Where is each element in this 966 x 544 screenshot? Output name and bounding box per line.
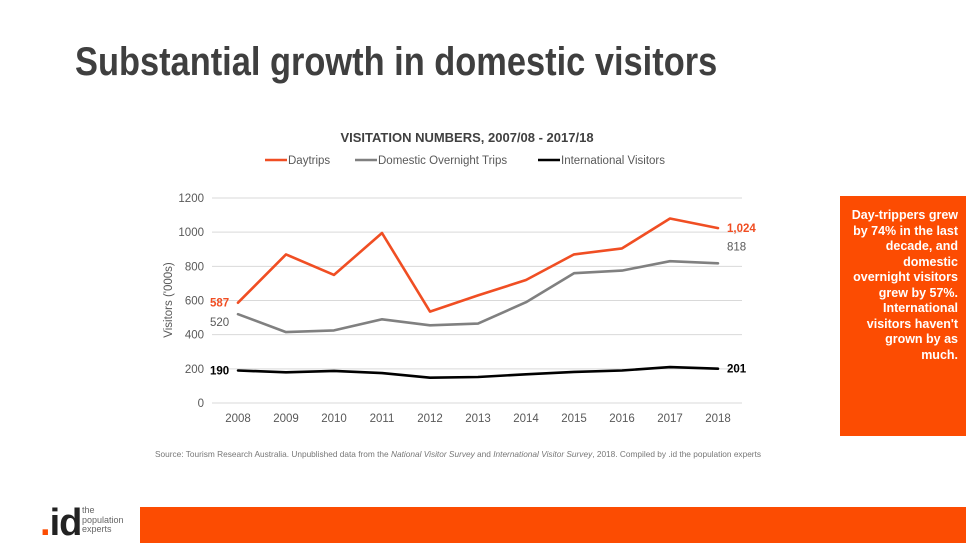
legend-label-domestic: Domestic Overnight Trips (378, 155, 507, 167)
legend-label-international: International Visitors (561, 155, 665, 167)
x-tick-label-2014: 2014 (513, 413, 539, 425)
logo-line-1: the (82, 505, 95, 515)
logo-line-3: experts (82, 524, 112, 534)
logo-tagline: the population experts (82, 505, 124, 535)
series-line-domestic (236, 259, 720, 334)
chart-title: VISITATION NUMBERS, 2007/08 - 2017/18 (340, 130, 593, 145)
x-tick-label-2015: 2015 (561, 413, 587, 425)
source-prefix: Source: Tourism Research Australia. Unpu… (155, 449, 391, 459)
y-tick-label-1200: 1200 (178, 193, 204, 205)
source-note: Source: Tourism Research Australia. Unpu… (155, 449, 761, 459)
y-tick-label-400: 400 (185, 330, 204, 342)
footer-bar (140, 507, 966, 543)
callout-box: Day-trippers grew by 74% in the last dec… (840, 196, 966, 436)
logo-mark-text: id (49, 502, 83, 544)
data-label-international-2018: 201 (727, 364, 747, 376)
data-label-international-2008: 190 (210, 366, 229, 378)
data-label-domestic-2018: 818 (727, 241, 746, 253)
data-label-domestic-2008: 520 (210, 317, 229, 329)
x-tick-label-2013: 2013 (465, 413, 491, 425)
y-tick-label-0: 0 (198, 398, 204, 410)
slide-title: Substantial growth in domestic visitors (75, 40, 718, 84)
series-line-daytrips (236, 217, 720, 313)
y-tick-label-800: 800 (185, 261, 204, 273)
y-tick-label-200: 200 (185, 364, 204, 376)
source-survey-2: International Visitor Survey (493, 449, 593, 459)
series-line-international (236, 365, 720, 380)
logo-mark: .id (40, 502, 83, 544)
source-suffix: , 2018. Compiled by .id the population e… (592, 449, 762, 459)
x-tick-label-2008: 2008 (225, 413, 251, 425)
x-tick-label-2010: 2010 (321, 413, 347, 425)
data-label-daytrips-2008: 587 (210, 298, 229, 310)
x-tick-label-2018: 2018 (705, 413, 731, 425)
logo-line-2: population (82, 514, 124, 525)
logo-dot: . (40, 502, 51, 544)
y-axis-label: Visitors ('000s) (163, 262, 175, 338)
x-tick-label-2016: 2016 (609, 413, 635, 425)
x-tick-label-2011: 2011 (370, 413, 395, 425)
legend-label-daytrips: Daytrips (288, 155, 330, 167)
x-tick-label-2017: 2017 (657, 413, 683, 425)
x-tick-label-2009: 2009 (273, 413, 299, 425)
source-and: and (474, 449, 494, 459)
y-tick-label-1000: 1000 (178, 227, 204, 239)
data-label-daytrips-2018: 1,024 (727, 223, 756, 235)
source-survey-1: National Visitor Survey (390, 449, 475, 459)
x-tick-label-2012: 2012 (417, 413, 443, 425)
y-tick-label-600: 600 (185, 296, 204, 308)
